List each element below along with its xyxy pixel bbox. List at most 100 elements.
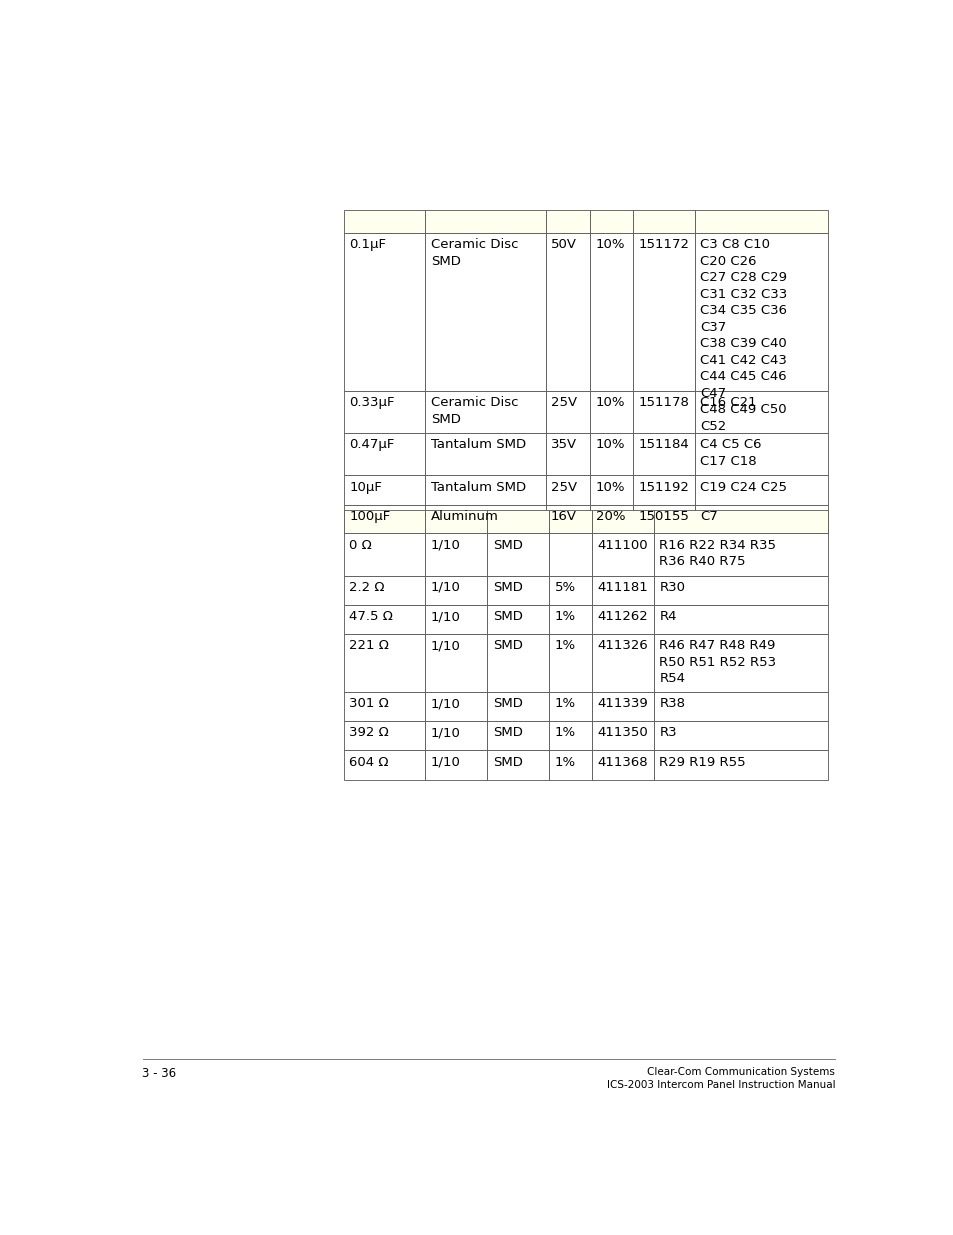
- Text: R3: R3: [659, 726, 677, 740]
- Bar: [545, 475, 590, 505]
- Bar: [654, 576, 827, 605]
- Bar: [590, 233, 633, 390]
- Text: SMD: SMD: [493, 640, 522, 652]
- Bar: [549, 721, 592, 751]
- Bar: [590, 433, 633, 475]
- Bar: [344, 751, 425, 779]
- Bar: [590, 390, 633, 433]
- Text: SMD: SMD: [493, 726, 522, 740]
- Bar: [654, 692, 827, 721]
- Bar: [654, 510, 827, 534]
- Text: SMD: SMD: [493, 756, 522, 768]
- Bar: [344, 605, 425, 634]
- Bar: [633, 210, 695, 233]
- Bar: [592, 721, 654, 751]
- Bar: [344, 510, 425, 534]
- Text: 604 Ω: 604 Ω: [349, 756, 389, 768]
- Text: Tantalum SMD: Tantalum SMD: [431, 438, 525, 452]
- Text: 411262: 411262: [597, 610, 647, 624]
- Text: C16 C21: C16 C21: [700, 396, 757, 409]
- Text: 1/10: 1/10: [431, 610, 460, 624]
- Text: 1%: 1%: [555, 640, 576, 652]
- Text: 1/10: 1/10: [431, 580, 460, 594]
- Text: 411339: 411339: [597, 698, 647, 710]
- Bar: [487, 634, 549, 692]
- Bar: [549, 751, 592, 779]
- Bar: [592, 576, 654, 605]
- Text: 25V: 25V: [550, 480, 577, 494]
- Text: R16 R22 R34 R35
R36 R40 R75: R16 R22 R34 R35 R36 R40 R75: [659, 538, 776, 568]
- Text: 1/10: 1/10: [431, 538, 460, 552]
- Text: 1%: 1%: [555, 610, 576, 624]
- Bar: [654, 751, 827, 779]
- Bar: [344, 534, 425, 576]
- Text: 151192: 151192: [638, 480, 689, 494]
- Text: 1%: 1%: [555, 698, 576, 710]
- Text: 151184: 151184: [638, 438, 688, 452]
- Text: Clear-Com Communication Systems
ICS-2003 Intercom Panel Instruction Manual: Clear-Com Communication Systems ICS-2003…: [606, 1067, 835, 1091]
- Text: Ceramic Disc
SMD: Ceramic Disc SMD: [431, 238, 517, 268]
- Text: 10%: 10%: [596, 438, 625, 452]
- Bar: [592, 692, 654, 721]
- Text: R30: R30: [659, 580, 684, 594]
- Text: 1/10: 1/10: [431, 640, 460, 652]
- Bar: [487, 721, 549, 751]
- Bar: [695, 475, 827, 505]
- Bar: [425, 605, 487, 634]
- Text: 20%: 20%: [596, 510, 625, 524]
- Bar: [425, 510, 487, 534]
- Bar: [633, 233, 695, 390]
- Bar: [425, 692, 487, 721]
- Bar: [695, 233, 827, 390]
- Text: C3 C8 C10
C20 C26
C27 C28 C29
C31 C32 C33
C34 C35 C36
C37
C38 C39 C40
C41 C42 C4: C3 C8 C10 C20 C26 C27 C28 C29 C31 C32 C3…: [700, 238, 787, 432]
- Bar: [425, 505, 545, 534]
- Bar: [425, 576, 487, 605]
- Text: SMD: SMD: [493, 698, 522, 710]
- Bar: [549, 605, 592, 634]
- Bar: [654, 534, 827, 576]
- Text: R38: R38: [659, 698, 684, 710]
- Bar: [487, 751, 549, 779]
- Bar: [487, 534, 549, 576]
- Text: 5%: 5%: [555, 580, 576, 594]
- Text: 1/10: 1/10: [431, 726, 460, 740]
- Bar: [545, 233, 590, 390]
- Bar: [425, 751, 487, 779]
- Text: 10%: 10%: [596, 238, 625, 251]
- Bar: [633, 475, 695, 505]
- Bar: [695, 390, 827, 433]
- Bar: [344, 433, 425, 475]
- Text: C19 C24 C25: C19 C24 C25: [700, 480, 786, 494]
- Text: 411368: 411368: [597, 756, 647, 768]
- Bar: [695, 210, 827, 233]
- Text: 411350: 411350: [597, 726, 647, 740]
- Text: 151178: 151178: [638, 396, 689, 409]
- Bar: [590, 210, 633, 233]
- Text: 47.5 Ω: 47.5 Ω: [349, 610, 393, 624]
- Text: SMD: SMD: [493, 538, 522, 552]
- Bar: [344, 210, 425, 233]
- Text: 1%: 1%: [555, 756, 576, 768]
- Text: 10%: 10%: [596, 480, 625, 494]
- Bar: [344, 390, 425, 433]
- Bar: [549, 634, 592, 692]
- Text: 0.1μF: 0.1μF: [349, 238, 386, 251]
- Bar: [425, 634, 487, 692]
- Text: C7: C7: [700, 510, 718, 524]
- Bar: [344, 721, 425, 751]
- Text: 2.2 Ω: 2.2 Ω: [349, 580, 384, 594]
- Bar: [695, 505, 827, 534]
- Text: 1%: 1%: [555, 726, 576, 740]
- Bar: [545, 390, 590, 433]
- Bar: [487, 576, 549, 605]
- Bar: [633, 433, 695, 475]
- Bar: [425, 721, 487, 751]
- Text: 221 Ω: 221 Ω: [349, 640, 389, 652]
- Bar: [344, 634, 425, 692]
- Bar: [695, 433, 827, 475]
- Bar: [344, 475, 425, 505]
- Bar: [425, 534, 487, 576]
- Bar: [654, 721, 827, 751]
- Bar: [633, 505, 695, 534]
- Text: 100μF: 100μF: [349, 510, 391, 524]
